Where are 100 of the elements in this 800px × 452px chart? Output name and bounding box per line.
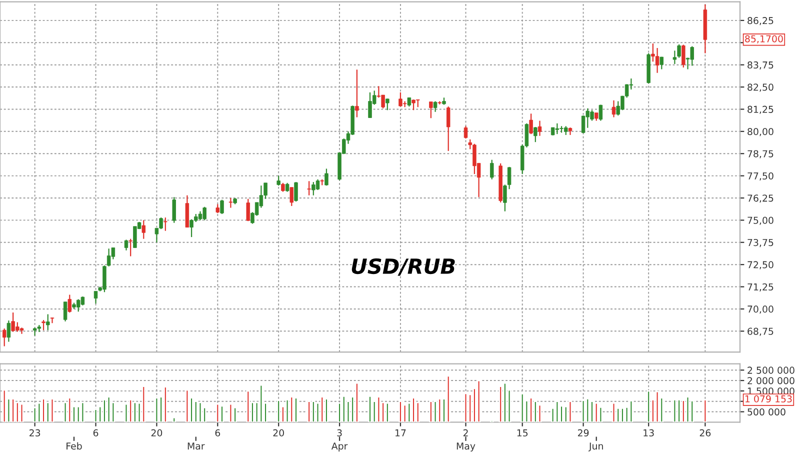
candlestick <box>612 100 616 118</box>
candlestick <box>94 290 98 304</box>
x2-tick-label: Mar <box>188 442 205 450</box>
bar <box>520 392 524 422</box>
bar <box>37 402 42 422</box>
candlestick <box>386 98 390 111</box>
bar <box>124 403 128 422</box>
bar <box>703 399 708 422</box>
y-tick-label: 86,25 <box>748 17 774 26</box>
bar <box>476 380 481 422</box>
bar <box>568 400 572 422</box>
bar <box>68 397 72 422</box>
bar <box>655 390 660 422</box>
candlestick <box>6 320 11 342</box>
y-tick-label: 500 000 <box>748 408 786 416</box>
bar <box>538 404 542 422</box>
bar <box>464 392 468 422</box>
bar <box>581 400 586 422</box>
candlestick <box>682 44 686 68</box>
bar <box>433 400 438 422</box>
bar <box>586 398 590 422</box>
x-tick-label: 20 <box>273 429 284 436</box>
text: USD/RUB <box>352 258 455 276</box>
x-tick-label: 6 <box>93 429 98 436</box>
x-tick-label: 23 <box>30 429 40 436</box>
x2-tick-label: Apr <box>331 442 348 452</box>
text: 1 079 153 <box>745 395 792 402</box>
x-tick-label: 17 <box>396 429 406 436</box>
bar <box>94 408 98 422</box>
candlestick <box>490 159 494 180</box>
x-tick-label: 29 <box>578 429 589 436</box>
x-tick-label: 6 <box>215 429 220 436</box>
bar <box>142 386 146 422</box>
candlestick <box>538 120 542 136</box>
x-tick-label: 2 <box>463 429 468 436</box>
bar <box>690 400 694 422</box>
y-tick-label: 83,75 <box>748 61 774 70</box>
x-tick-label: 13 <box>644 429 654 436</box>
bar <box>629 400 634 422</box>
bar <box>154 397 159 422</box>
y-tick-label: 73,75 <box>748 238 774 248</box>
bar <box>594 402 598 422</box>
candlestick <box>124 239 128 251</box>
x-tick-label: 20 <box>151 429 162 436</box>
candlestick <box>503 184 507 212</box>
candlestick <box>598 104 603 122</box>
bar <box>446 375 450 422</box>
y-tick-label: 2 000 000 <box>748 377 794 384</box>
candlestick <box>63 301 68 322</box>
y-tick-label: 2 500 000 <box>748 366 794 374</box>
y-tick-label: 77,50 <box>748 172 774 180</box>
candlestick <box>529 113 533 135</box>
candlestick <box>50 316 54 324</box>
bar <box>2 389 6 422</box>
bar <box>590 400 594 422</box>
x2-tick-label: Feb <box>66 442 82 450</box>
y-tick-label: 70,00 <box>748 306 774 314</box>
candlestick <box>76 298 80 312</box>
bar <box>106 396 111 422</box>
bar <box>50 398 54 422</box>
bar <box>612 402 616 422</box>
candlestick <box>164 216 168 232</box>
x2-tick-label: Jun <box>588 442 603 452</box>
x-tick-label: 26 <box>700 429 711 436</box>
y-tick-label: 81,25 <box>748 106 774 114</box>
bar <box>46 402 50 422</box>
bar <box>32 406 37 422</box>
bar <box>172 416 176 422</box>
bar <box>402 404 407 422</box>
bar <box>555 400 560 422</box>
candlestick <box>106 248 111 267</box>
y-tick-label: 72,50 <box>748 261 774 270</box>
candlestick <box>464 126 468 140</box>
bar <box>438 398 442 422</box>
x2-tick-label: May <box>456 442 476 452</box>
candlestick <box>534 126 538 143</box>
bar <box>686 396 690 422</box>
candlestick <box>142 220 146 240</box>
y-tick-label: 76,25 <box>748 194 774 203</box>
candlestick <box>660 56 664 70</box>
y-tick-label: 71,25 <box>748 283 774 292</box>
candlestick <box>172 196 176 224</box>
bar <box>672 398 677 422</box>
candlestick <box>2 328 6 347</box>
candlestick <box>433 100 438 112</box>
candlestick <box>46 314 50 331</box>
text: 85,1700 <box>745 35 783 44</box>
bar <box>429 400 433 422</box>
bar <box>76 406 80 422</box>
y-tick-label: 78,75 <box>748 150 774 158</box>
candlestick <box>185 194 190 228</box>
bar <box>185 389 190 422</box>
candlestick <box>429 101 433 119</box>
candlestick <box>555 122 560 135</box>
bar <box>398 400 402 422</box>
bar <box>80 402 85 422</box>
y-tick-label: 75,00 <box>748 216 774 225</box>
candlestick <box>42 319 46 331</box>
candlestick <box>128 238 132 257</box>
bar <box>598 406 603 422</box>
